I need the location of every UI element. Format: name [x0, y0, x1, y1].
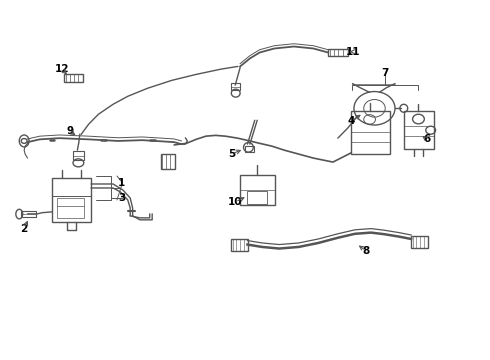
Text: 8: 8: [363, 246, 370, 256]
Text: 2: 2: [21, 224, 28, 234]
Bar: [328, 49, 347, 57]
Text: 10: 10: [228, 197, 243, 207]
Bar: [57, 198, 84, 218]
Text: 12: 12: [54, 64, 69, 74]
Bar: [64, 75, 83, 82]
Bar: [247, 191, 267, 204]
Bar: [231, 83, 240, 90]
Text: 4: 4: [348, 116, 355, 126]
Text: 9: 9: [67, 126, 74, 136]
Text: 3: 3: [118, 193, 125, 203]
Bar: [240, 175, 275, 205]
Text: 1: 1: [118, 178, 125, 188]
Bar: [73, 151, 84, 160]
Bar: [21, 211, 36, 217]
Bar: [161, 154, 174, 169]
Text: 11: 11: [346, 47, 361, 57]
Bar: [245, 146, 254, 152]
Bar: [231, 239, 248, 251]
Bar: [404, 112, 434, 149]
Text: 7: 7: [382, 68, 389, 78]
Text: 5: 5: [228, 149, 235, 159]
Bar: [52, 178, 91, 222]
Bar: [411, 236, 428, 248]
Text: 6: 6: [423, 134, 430, 144]
Bar: [351, 111, 390, 154]
